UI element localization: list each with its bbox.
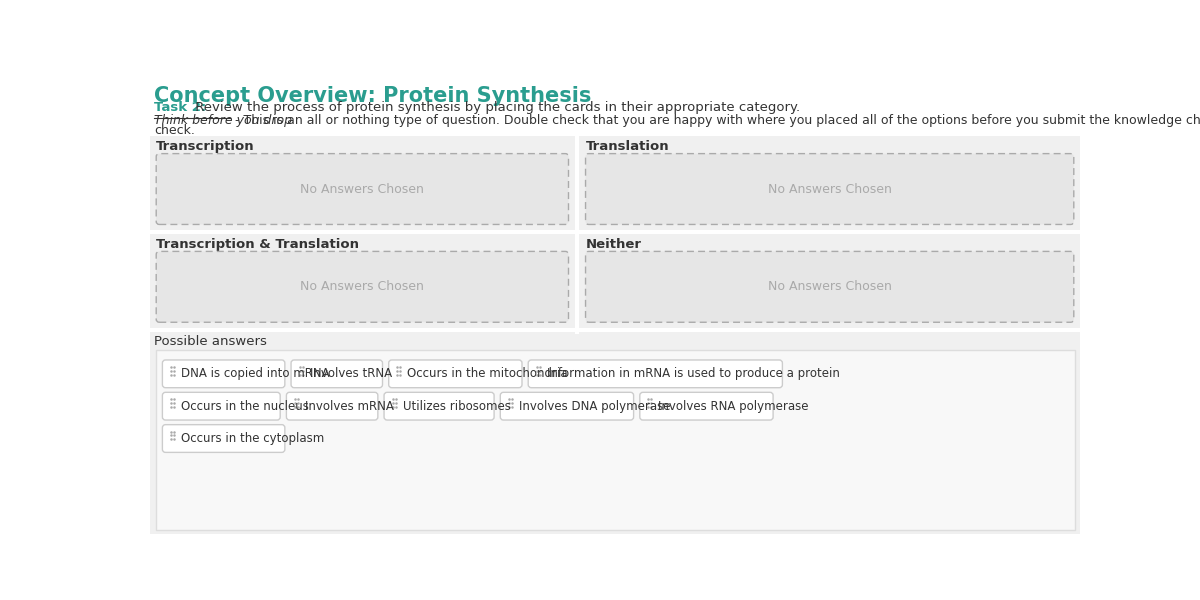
FancyBboxPatch shape xyxy=(500,392,634,420)
Bar xyxy=(580,233,1080,328)
FancyBboxPatch shape xyxy=(528,360,782,388)
Text: Occurs in the cytoplasm: Occurs in the cytoplasm xyxy=(181,432,324,445)
Text: DNA is copied into mRNA: DNA is copied into mRNA xyxy=(181,367,330,380)
FancyBboxPatch shape xyxy=(389,360,522,388)
Text: No Answers Chosen: No Answers Chosen xyxy=(768,280,892,293)
Bar xyxy=(150,332,1080,534)
Text: Occurs in the nucleus: Occurs in the nucleus xyxy=(181,400,308,413)
Text: Task 2:: Task 2: xyxy=(154,101,206,114)
Text: Transcription: Transcription xyxy=(156,140,254,153)
Text: Involves tRNA: Involves tRNA xyxy=(310,367,391,380)
Text: No Answers Chosen: No Answers Chosen xyxy=(768,182,892,196)
FancyBboxPatch shape xyxy=(586,154,1074,224)
FancyBboxPatch shape xyxy=(162,360,284,388)
Bar xyxy=(150,136,575,230)
Bar xyxy=(150,72,1080,134)
FancyBboxPatch shape xyxy=(162,392,281,420)
Text: Concept Overview: Protein Synthesis: Concept Overview: Protein Synthesis xyxy=(154,86,592,106)
Text: - This is an all or nothing type of question. Double check that you are happy wi: - This is an all or nothing type of ques… xyxy=(230,115,1200,127)
FancyBboxPatch shape xyxy=(156,154,569,224)
Text: Involves RNA polymerase: Involves RNA polymerase xyxy=(659,400,809,413)
Text: No Answers Chosen: No Answers Chosen xyxy=(300,280,425,293)
FancyBboxPatch shape xyxy=(384,392,494,420)
Text: Translation: Translation xyxy=(586,140,670,153)
FancyBboxPatch shape xyxy=(287,392,378,420)
Text: Information in mRNA is used to produce a protein: Information in mRNA is used to produce a… xyxy=(547,367,840,380)
Text: Neither: Neither xyxy=(586,238,642,251)
FancyBboxPatch shape xyxy=(640,392,773,420)
FancyBboxPatch shape xyxy=(292,360,383,388)
FancyBboxPatch shape xyxy=(162,425,284,452)
Text: Utilizes ribosomes: Utilizes ribosomes xyxy=(403,400,510,413)
Bar xyxy=(150,233,575,328)
Text: No Answers Chosen: No Answers Chosen xyxy=(300,182,425,196)
Text: Think before you drop: Think before you drop xyxy=(154,115,292,127)
Text: Involves mRNA: Involves mRNA xyxy=(305,400,394,413)
Text: Transcription & Translation: Transcription & Translation xyxy=(156,238,359,251)
FancyBboxPatch shape xyxy=(156,251,569,322)
Text: Involves DNA polymerase: Involves DNA polymerase xyxy=(518,400,671,413)
Text: Possible answers: Possible answers xyxy=(154,335,266,347)
Bar xyxy=(156,350,1074,530)
Text: Review the process of protein synthesis by placing the cards in their appropriat: Review the process of protein synthesis … xyxy=(191,101,800,114)
FancyBboxPatch shape xyxy=(586,251,1074,322)
Bar xyxy=(575,126,580,334)
Text: check.: check. xyxy=(154,124,194,137)
Text: Occurs in the mitochondria: Occurs in the mitochondria xyxy=(407,367,568,380)
Bar xyxy=(580,136,1080,230)
